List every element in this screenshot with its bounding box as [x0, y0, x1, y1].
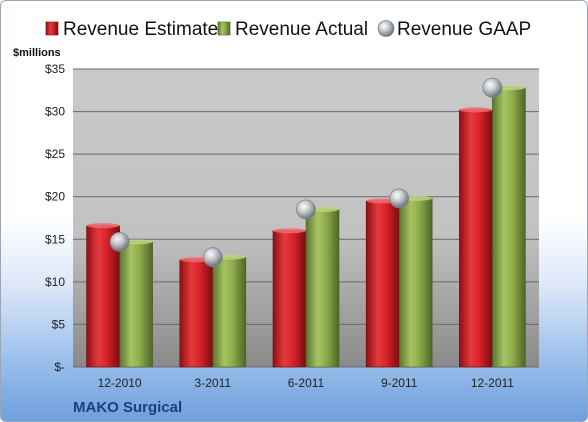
x-tick-label: 12-2011	[471, 376, 514, 390]
y-tick-label: $30	[45, 105, 65, 119]
legend-gaap-label: Revenue GAAP	[397, 19, 531, 40]
x-tick-label: 9-2011	[381, 376, 418, 390]
gaap-marker	[389, 188, 410, 209]
legend-gaap-swatch	[377, 20, 395, 37]
y-tick-label: $20	[45, 190, 65, 204]
estimate-bar	[272, 230, 307, 368]
gaap-marker	[296, 199, 316, 220]
company-label: MAKO Surgical	[73, 399, 182, 416]
actual-bar	[398, 198, 433, 368]
estimate-bar	[365, 200, 400, 368]
gaap-marker	[109, 231, 130, 252]
x-tick-label: 12-2010	[98, 376, 142, 390]
actual-bar	[212, 256, 247, 368]
y-tick-label: $5	[52, 317, 66, 331]
actual-bar	[492, 87, 526, 368]
legend: Revenue Estimate Revenue Actual Revenue GA…	[45, 19, 531, 40]
gaap-markers	[109, 77, 503, 268]
estimate-bar	[179, 259, 214, 368]
x-tick-label: 3-2011	[195, 376, 232, 390]
actual-bar	[119, 241, 153, 368]
gaap-marker	[482, 77, 503, 98]
legend-estimate-swatch	[45, 21, 59, 36]
estimate-bar	[459, 109, 493, 368]
y-tick-label: $35	[45, 62, 65, 76]
y-tick-label: $25	[45, 147, 65, 161]
gaap-marker	[202, 247, 223, 268]
legend-actual-swatch	[217, 21, 231, 36]
y-axis: $- $5 $10 $15 $20 $25 $30 $35	[45, 62, 65, 374]
x-tick-label: 6-2011	[288, 376, 325, 390]
estimate-bar-cap	[459, 107, 493, 113]
legend-actual-label: Revenue Actual	[235, 19, 368, 40]
actual-bar	[305, 209, 340, 368]
y-tick-label: $15	[45, 232, 65, 246]
y-tick-label: $10	[45, 275, 65, 289]
x-axis: 12-2010 3-2011 6-2011 9-2011 12-2011	[98, 376, 515, 390]
estimate-bar-cap	[273, 228, 306, 234]
y-tick-label: $-	[54, 360, 65, 374]
legend-estimate-label: Revenue Estimate	[63, 19, 218, 40]
y-axis-unit-label: $millions	[13, 47, 61, 59]
estimate-bar-cap	[86, 223, 120, 229]
bars	[86, 85, 526, 368]
